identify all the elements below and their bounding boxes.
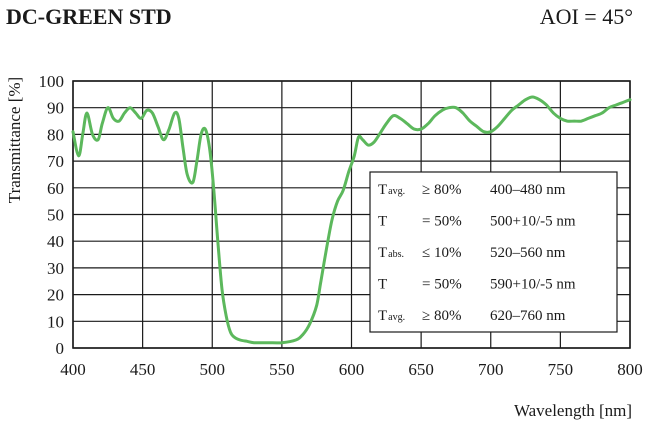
spec-symbol: T: [378, 277, 387, 293]
y-tick-label: 10: [47, 312, 64, 331]
y-tick-label: 100: [39, 72, 65, 91]
aoi-label: AOI = 45°: [540, 4, 633, 29]
spec-row: Tavg. ≥ 80% 620–760 nm: [378, 308, 566, 324]
spec-symbol: Tavg.: [378, 308, 405, 324]
spec-row: Tavg. ≥ 80% 400–480 nm: [378, 182, 566, 198]
y-tick-label: 50: [47, 206, 64, 225]
transmittance-curve: [71, 95, 632, 345]
y-tick-label: 30: [47, 259, 64, 278]
x-axis-label: Wavelength [nm]: [514, 401, 632, 420]
spec-condition: ≤ 10%: [422, 245, 461, 261]
spec-symbol: Tavg.: [378, 182, 405, 198]
y-tick-label: 60: [47, 179, 64, 198]
x-tick-label: 650: [408, 360, 434, 379]
spec-condition: = 50%: [422, 214, 462, 230]
y-tick-label: 80: [47, 125, 64, 144]
spec-box: [369, 171, 618, 333]
spec-symbol: Tabs.: [378, 245, 404, 261]
spec-range: 500+10/-5 nm: [490, 214, 576, 230]
y-tick-label: 0: [56, 339, 65, 358]
plot-frame: [72, 80, 631, 349]
spec-row: Tabs. ≤ 10% 520–560 nm: [378, 245, 566, 261]
y-tick-label: 40: [47, 232, 64, 251]
spec-range: 620–760 nm: [490, 308, 566, 324]
tick-labels: 0 10 20 30 40 50 60 70 80 90 100 400 450 500 550 600 650…: [39, 72, 643, 379]
spec-row: T = 50% 500+10/-5 nm: [378, 214, 576, 230]
x-tick-label: 450: [130, 360, 156, 379]
spec-condition: ≥ 80%: [422, 308, 461, 324]
spec-condition: ≥ 80%: [422, 182, 461, 198]
spec-table: Tavg. ≥ 80% 400–480 nm T = 50% 500+10/-5 nm Ta…: [369, 171, 618, 333]
x-tick-label: 550: [269, 360, 295, 379]
spec-range: 590+10/-5 nm: [490, 277, 576, 293]
x-tick-label: 600: [339, 360, 365, 379]
spec-condition: = 50%: [422, 277, 462, 293]
y-tick-label: 90: [47, 99, 64, 118]
spec-range: 400–480 nm: [490, 182, 566, 198]
chart-title: DC-GREEN STD: [6, 4, 172, 29]
x-tick-label: 400: [60, 360, 86, 379]
spec-range: 520–560 nm: [490, 245, 566, 261]
series-group: [71, 95, 632, 345]
y-axis-label: Transmittance [%]: [5, 77, 24, 203]
x-tick-label: 750: [548, 360, 574, 379]
x-tick-label: 700: [478, 360, 504, 379]
spec-row: T = 50% 590+10/-5 nm: [378, 277, 576, 293]
y-tick-label: 70: [47, 152, 64, 171]
x-tick-label: 800: [617, 360, 643, 379]
y-tick-label: 20: [47, 286, 64, 305]
spec-symbol: T: [378, 214, 387, 230]
x-tick-label: 500: [200, 360, 226, 379]
